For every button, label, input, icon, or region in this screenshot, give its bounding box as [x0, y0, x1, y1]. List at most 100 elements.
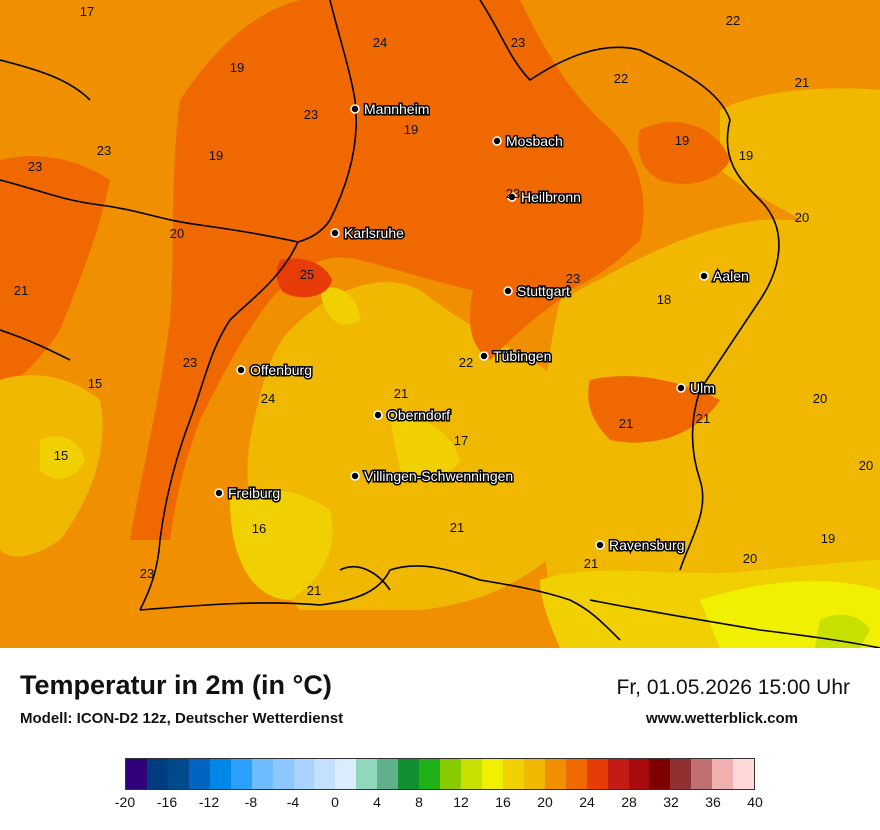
- scale-tick-label: 32: [663, 794, 679, 810]
- map-title: Temperatur in 2m (in °C): [20, 670, 332, 700]
- city-marker: [373, 410, 383, 420]
- temperature-value: 22: [459, 355, 473, 370]
- temperature-value: 24: [261, 391, 275, 406]
- city-offenburg: Offenburg: [236, 361, 314, 380]
- temperature-value: 21: [795, 75, 809, 90]
- temperature-value: 21: [619, 416, 633, 431]
- city-marker: [699, 271, 709, 281]
- temperature-value: 24: [373, 35, 387, 50]
- city-marker: [503, 286, 513, 296]
- scale-tick-label: 40: [747, 794, 763, 810]
- city-label: Tübingen: [493, 348, 551, 364]
- scale-tick-label: 16: [495, 794, 511, 810]
- scale-tick-label: -16: [156, 794, 178, 810]
- temperature-value: 19: [675, 133, 689, 148]
- temperature-value: 21: [584, 556, 598, 571]
- scale-tick-label: 12: [453, 794, 469, 810]
- scale-swatch: [188, 759, 210, 789]
- city-marker: [676, 383, 686, 393]
- temperature-value: 21: [696, 411, 710, 426]
- temperature-value: 21: [14, 283, 28, 298]
- temperature-map: Mannheim Mosbach Heilbronn Karlsruhe Aalen St…: [0, 0, 880, 648]
- city-freiburg: Freiburg: [214, 484, 282, 503]
- scale-swatch: [251, 759, 273, 789]
- color-scale: [125, 758, 755, 790]
- scale-swatch: [628, 759, 650, 789]
- temperature-value: 23: [566, 271, 580, 286]
- temperature-value: 20: [859, 458, 873, 473]
- temperature-value: 22: [726, 13, 740, 28]
- city-label: Mannheim: [364, 101, 429, 117]
- city-label: Villingen-Schwenningen: [364, 468, 513, 484]
- city-villingen-schwenningen: Villingen-Schwenningen: [350, 467, 515, 486]
- scale-tick-label: -4: [286, 794, 300, 810]
- scale-tick-label: -12: [198, 794, 220, 810]
- temperature-value: 20: [743, 551, 757, 566]
- forecast-datetime: Fr, 01.05.2026 15:00 Uhr: [616, 676, 851, 699]
- scale-swatch: [523, 759, 545, 789]
- temperature-value: 23: [140, 566, 154, 581]
- temperature-value: 23: [304, 107, 318, 122]
- scale-swatch: [230, 759, 252, 789]
- city-label: Heilbronn: [521, 189, 581, 205]
- temperature-value: 19: [821, 531, 835, 546]
- city-label: Stuttgart: [517, 283, 570, 299]
- scale-swatch: [670, 759, 692, 789]
- website-link[interactable]: www.wetterblick.com: [646, 710, 798, 727]
- scale-swatch: [712, 759, 734, 789]
- temperature-value: 22: [614, 71, 628, 86]
- city-label: Oberndorf: [387, 407, 450, 423]
- scale-swatch: [461, 759, 482, 789]
- scale-swatch: [481, 759, 503, 789]
- city-label: Aalen: [713, 268, 749, 284]
- scale-tick-label: 8: [415, 794, 423, 810]
- scale-swatch: [544, 759, 566, 789]
- scale-swatch: [419, 759, 441, 789]
- scale-tick-label: -20: [114, 794, 136, 810]
- scale-tick-label: 36: [705, 794, 721, 810]
- city-marker: [350, 471, 360, 481]
- city-marker: [479, 351, 489, 361]
- scale-swatch: [649, 759, 671, 789]
- model-source: Modell: ICON-D2 12z, Deutscher Wetterdie…: [20, 710, 344, 727]
- city-heilbronn: Heilbronn: [507, 188, 582, 207]
- city-label: Ulm: [690, 380, 715, 396]
- city-marker: [595, 540, 605, 550]
- borders: [0, 0, 880, 648]
- scale-swatch: [314, 759, 336, 789]
- city-mosbach: Mosbach: [492, 132, 564, 151]
- temperature-labels: 17 24 23 22 19 22 21 23 19 19 23 19 19 23 20 23 20 25 23 21…: [14, 4, 873, 598]
- temperature-value: 23: [511, 35, 525, 50]
- temperature-value: 19: [209, 148, 223, 163]
- temperature-value: 17: [454, 433, 468, 448]
- temperature-value: 21: [450, 520, 464, 535]
- temperature-value: 16: [252, 521, 266, 536]
- scale-swatch: [440, 759, 461, 789]
- scale-swatch: [335, 759, 357, 789]
- scale-swatch: [293, 759, 315, 789]
- scale-tick-label: 4: [373, 794, 381, 810]
- scale-tick-label: 28: [621, 794, 637, 810]
- city-oberndorf: Oberndorf: [373, 406, 452, 425]
- temperature-value: 23: [28, 159, 42, 174]
- temperature-value: 23: [506, 186, 520, 201]
- city-stuttgart: Stuttgart: [503, 282, 572, 301]
- temperature-value: 19: [404, 122, 418, 137]
- temperature-value: 23: [97, 143, 111, 158]
- temperature-value: 23: [183, 355, 197, 370]
- scale-tick-label: 0: [331, 794, 339, 810]
- temperature-value: 19: [739, 148, 753, 163]
- temperature-value: 21: [394, 386, 408, 401]
- temperature-value: 25: [300, 267, 314, 282]
- city-aalen: Aalen: [699, 267, 750, 286]
- scale-tick-label: 24: [579, 794, 595, 810]
- city-label: Karlsruhe: [344, 225, 404, 241]
- temperature-value: 19: [230, 60, 244, 75]
- city-label: Offenburg: [250, 362, 312, 378]
- city-t-bingen: Tübingen: [479, 347, 553, 366]
- scale-swatch: [398, 759, 420, 789]
- scale-swatch: [607, 759, 629, 789]
- scale-swatch: [209, 759, 231, 789]
- temperature-field: [0, 0, 880, 648]
- scale-swatch: [126, 759, 147, 789]
